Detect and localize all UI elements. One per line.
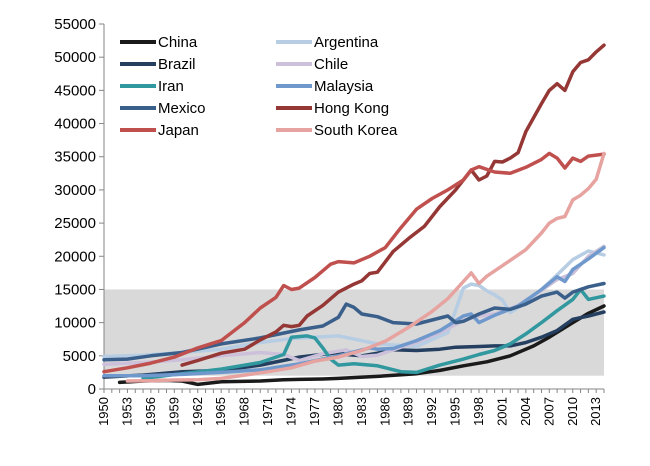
legend-label-brazil: Brazil (158, 56, 196, 73)
series-line-japan (102, 151, 606, 374)
x-tick-label: 2001 (494, 397, 509, 426)
x-tick-label: 2010 (565, 397, 580, 426)
series-line-malaysia (102, 245, 606, 378)
x-tick-label: 1971 (260, 397, 275, 426)
x-tick-label: 1974 (284, 397, 299, 426)
x-tick-label: 1992 (424, 397, 439, 426)
y-tick-label: 15000 (54, 281, 96, 298)
legend: China Argentina Brazil Chile Iran Malaysia Mex… (120, 34, 398, 139)
legend-label-chile: Chile (314, 56, 348, 73)
series-line-south-korea (125, 151, 606, 383)
x-tick-label: 1950 (96, 397, 111, 426)
y-tick-label: 0 (88, 381, 96, 398)
axes-layer: 0 5000 10000 15000 20000 25000 30000 35000 40000… (54, 16, 605, 426)
y-tick-label: 25000 (54, 215, 96, 232)
series-layer (102, 43, 606, 387)
legend-label-south-korea: South Korea (314, 122, 398, 139)
y-tick-label: 20000 (54, 248, 96, 265)
x-tick-label: 1977 (307, 397, 322, 426)
x-tick-label: 1995 (448, 397, 463, 426)
x-tick-label: 1980 (330, 397, 345, 426)
legend-label-china: China (158, 34, 198, 51)
series-line-brazil (102, 310, 606, 379)
x-tick-label: 2004 (518, 397, 533, 426)
x-tick-label: 1968 (237, 397, 252, 426)
x-tick-label: 1986 (377, 397, 392, 426)
x-tick-label: 1983 (354, 397, 369, 426)
y-tick-label: 45000 (54, 82, 96, 99)
y-tick-label: 55000 (54, 16, 96, 33)
x-tick-label: 1962 (190, 397, 205, 426)
y-tick-label: 30000 (54, 182, 96, 199)
x-tick-label: 1953 (119, 397, 134, 426)
x-tick-label: 2007 (541, 397, 556, 426)
legend-label-japan: Japan (158, 122, 199, 139)
y-tick-label: 50000 (54, 49, 96, 66)
y-tick-label: 5000 (63, 348, 96, 365)
series-line-iran (141, 287, 606, 381)
x-tick-label: 1998 (471, 397, 486, 426)
y-tick-label: 40000 (54, 116, 96, 133)
x-tick-label: 1956 (143, 397, 158, 426)
x-tick-label: 1959 (166, 397, 181, 426)
series-line-china (117, 304, 606, 387)
legend-label-argentina: Argentina (314, 34, 379, 51)
y-tick-label: 35000 (54, 149, 96, 166)
legend-label-iran: Iran (158, 78, 184, 95)
legend-label-hong-kong: Hong Kong (314, 100, 389, 117)
x-tick-label: 1965 (213, 397, 228, 426)
legend-label-malaysia: Malaysia (314, 78, 374, 95)
x-tick-label: 1989 (401, 397, 416, 426)
legend-label-mexico: Mexico (158, 100, 206, 117)
y-tick-label: 10000 (54, 315, 96, 332)
series-line-hong-kong (180, 43, 606, 367)
x-tick-label: 2013 (588, 397, 603, 426)
